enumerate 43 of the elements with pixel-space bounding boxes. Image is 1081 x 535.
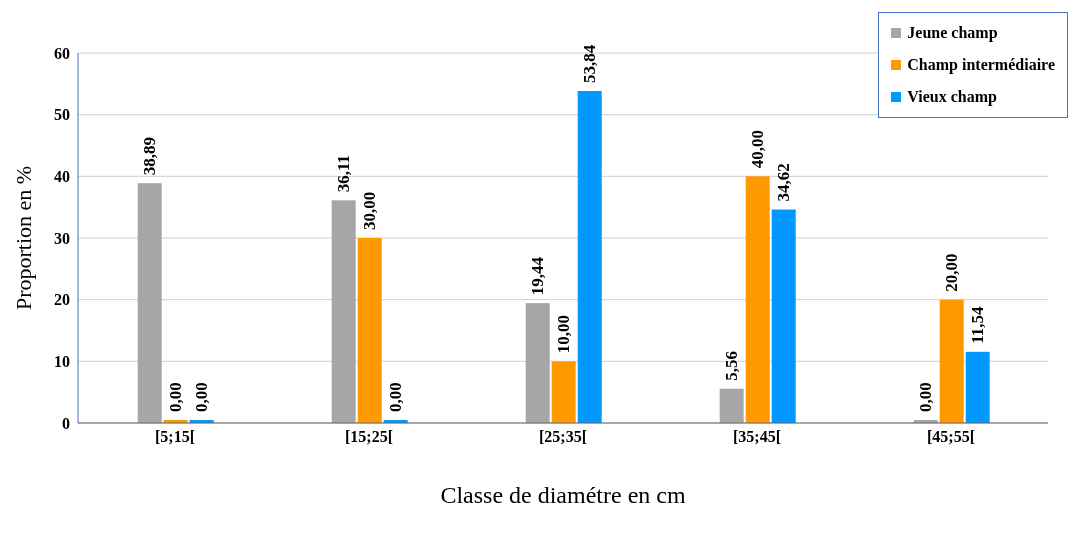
data-label: 0,00 (191, 382, 211, 412)
bar (357, 238, 382, 423)
data-label: 36,11 (333, 155, 353, 193)
data-label: 34,62 (773, 163, 793, 202)
y-axis-title: Proportion en % (10, 165, 36, 311)
x-tick-label: [5;15[ (155, 428, 195, 446)
data-label: 5,56 (721, 350, 741, 381)
legend-label: Jeune champ (907, 23, 998, 44)
data-label: 11,54 (967, 306, 987, 344)
legend-label: Champ intermédiaire (907, 55, 1055, 76)
data-label: 30,00 (359, 191, 379, 230)
data-label: 0,00 (385, 382, 405, 412)
x-tick-label: [45;55[ (927, 428, 975, 446)
data-label: 53,84 (579, 44, 599, 83)
x-axis-title: Classe de diamétre en cm (440, 482, 686, 508)
bar (965, 351, 990, 423)
data-label: 20,00 (941, 253, 961, 292)
x-tick-label: [35;45[ (733, 428, 781, 446)
bar (551, 361, 576, 423)
legend-label: Vieux champ (907, 87, 997, 108)
bar (331, 200, 356, 423)
y-tick-label: 30 (54, 229, 70, 247)
bar (719, 388, 744, 423)
y-tick-label: 40 (54, 168, 70, 186)
y-tick-label: 10 (54, 353, 70, 371)
bar (745, 176, 770, 423)
x-tick-label: [25;35[ (539, 428, 587, 446)
bar (137, 183, 162, 423)
data-label: 40,00 (747, 130, 767, 169)
bar (771, 209, 796, 423)
y-tick-label: 0 (62, 414, 70, 432)
data-label: 10,00 (553, 315, 573, 354)
y-tick-label: 20 (54, 291, 70, 309)
data-label: 0,00 (915, 382, 935, 412)
y-tick-label: 50 (54, 106, 70, 124)
bar (577, 90, 602, 423)
data-label: 38,89 (139, 136, 159, 176)
data-label: 19,44 (527, 256, 547, 296)
x-tick-label: [15;25[ (345, 428, 393, 446)
bar (525, 303, 550, 423)
data-label: 0,00 (165, 382, 185, 412)
bar (939, 299, 964, 423)
y-tick-label: 60 (54, 44, 70, 62)
